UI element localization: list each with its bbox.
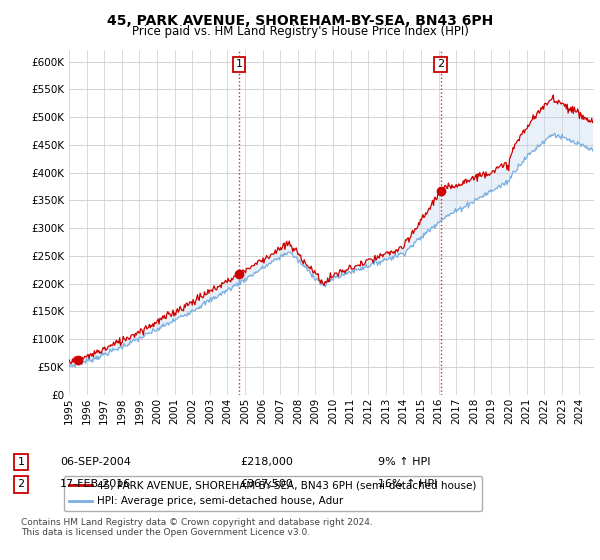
- Text: £367,500: £367,500: [240, 479, 293, 489]
- Text: 06-SEP-2004: 06-SEP-2004: [60, 457, 131, 467]
- Text: 45, PARK AVENUE, SHOREHAM-BY-SEA, BN43 6PH: 45, PARK AVENUE, SHOREHAM-BY-SEA, BN43 6…: [107, 14, 493, 28]
- Text: 2: 2: [17, 479, 25, 489]
- Text: Contains HM Land Registry data © Crown copyright and database right 2024.
This d: Contains HM Land Registry data © Crown c…: [21, 518, 373, 538]
- Text: 2: 2: [437, 59, 444, 69]
- Text: 16% ↑ HPI: 16% ↑ HPI: [378, 479, 437, 489]
- Text: 1: 1: [236, 59, 242, 69]
- Text: 9% ↑ HPI: 9% ↑ HPI: [378, 457, 431, 467]
- Legend: 45, PARK AVENUE, SHOREHAM-BY-SEA, BN43 6PH (semi-detached house), HPI: Average p: 45, PARK AVENUE, SHOREHAM-BY-SEA, BN43 6…: [64, 476, 482, 511]
- Text: 17-FEB-2016: 17-FEB-2016: [60, 479, 131, 489]
- Text: £218,000: £218,000: [240, 457, 293, 467]
- Text: Price paid vs. HM Land Registry's House Price Index (HPI): Price paid vs. HM Land Registry's House …: [131, 25, 469, 38]
- Text: 1: 1: [17, 457, 25, 467]
